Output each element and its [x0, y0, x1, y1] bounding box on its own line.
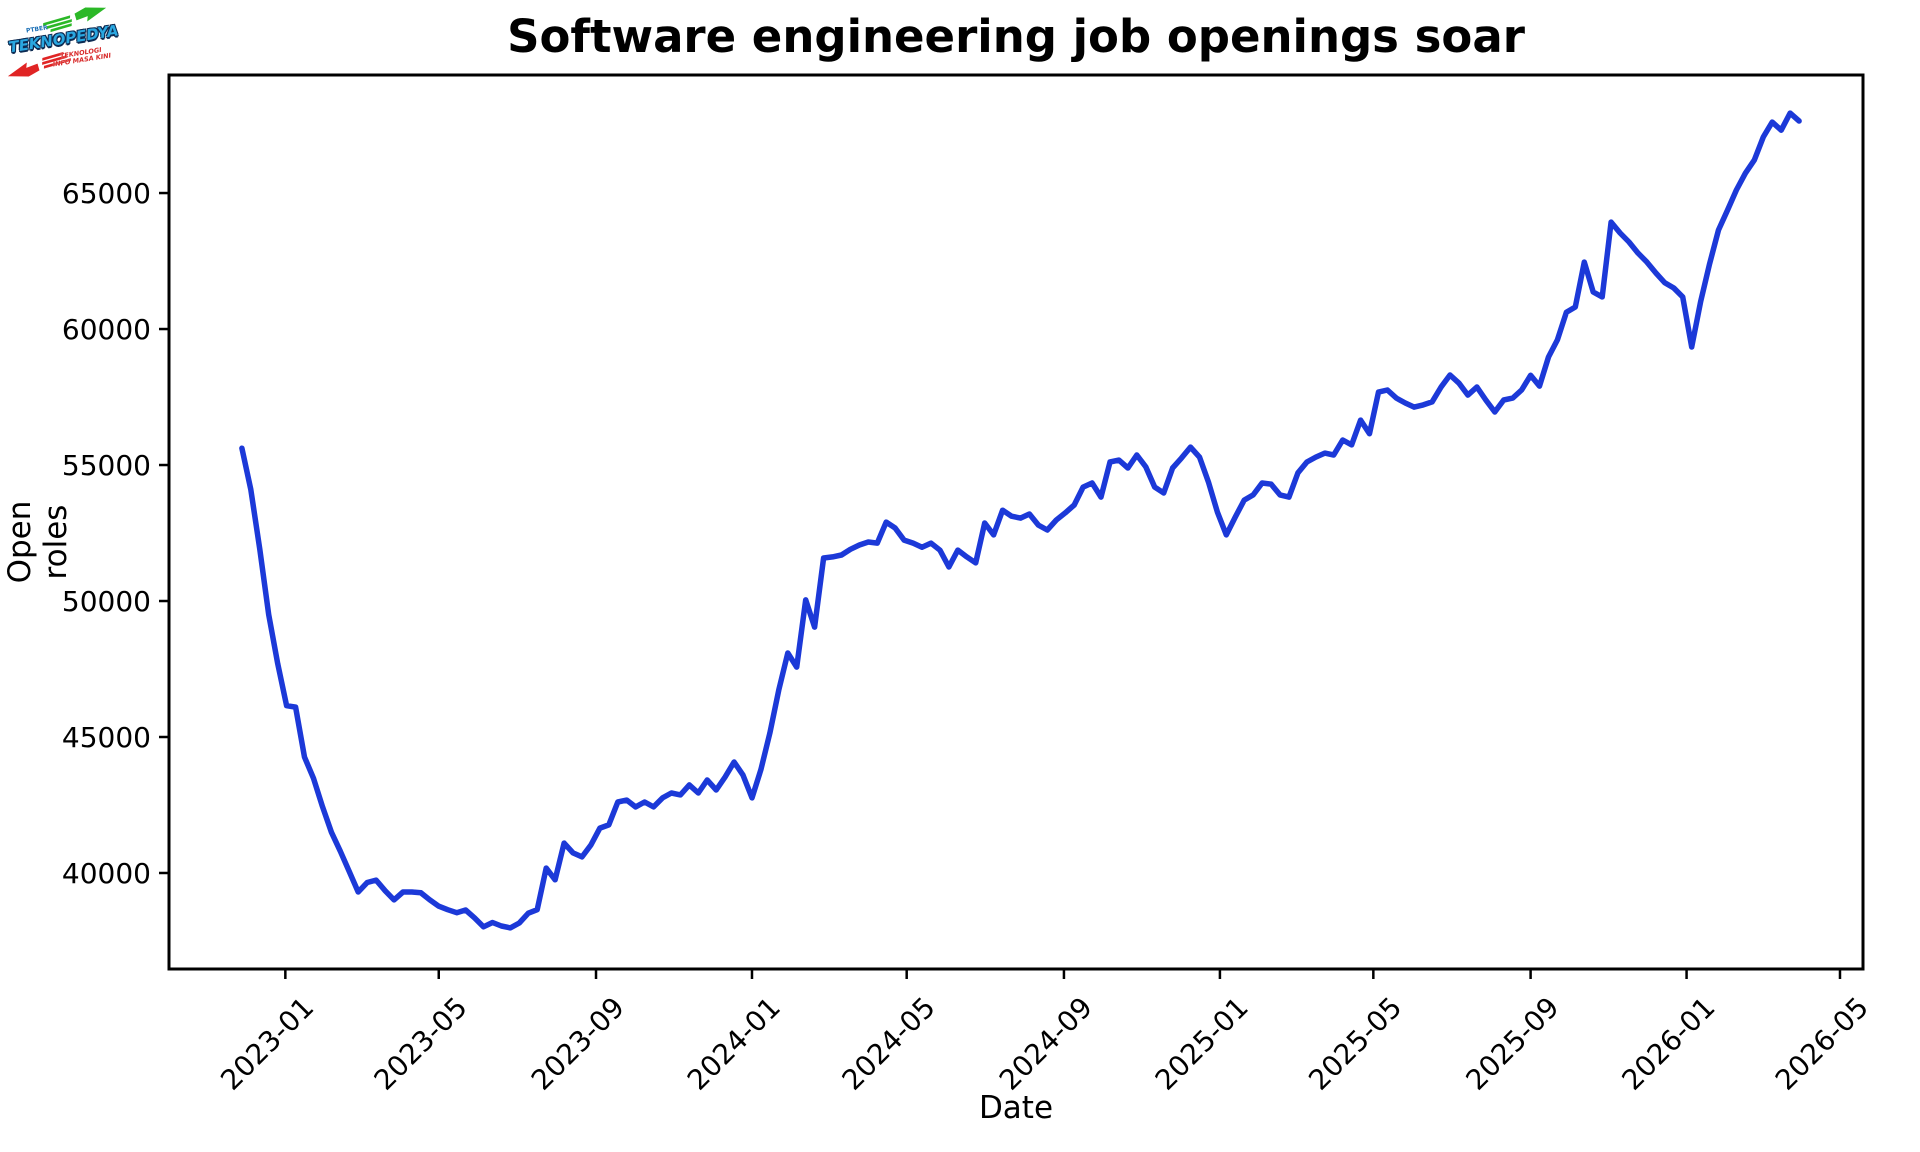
x-tick-label: 2025-05: [1302, 991, 1408, 1097]
x-tick-label: 2025-09: [1459, 991, 1565, 1097]
x-tick-label: 2024-01: [681, 991, 787, 1097]
logo-teknopedya: PTBER TEKNOPEDYA TEKNOLOGI INFO MASA KIN…: [7, 4, 120, 84]
x-tick-label: 2023-01: [214, 991, 320, 1097]
plot-border: [167, 73, 1865, 971]
x-tick-label: 2026-05: [1769, 991, 1875, 1097]
y-tick-label: 60000: [62, 313, 151, 346]
x-tick-label: 2024-05: [836, 991, 942, 1097]
up-arrow-icon: [43, 7, 107, 33]
y-tick-label: 45000: [62, 721, 151, 754]
down-arrow-icon: [7, 51, 71, 77]
y-tick-label: 50000: [62, 585, 151, 618]
y-tick-label: 65000: [62, 177, 151, 210]
x-tick-label: 2024-09: [993, 991, 1099, 1097]
chart-title: Software engineering job openings soar: [507, 10, 1525, 63]
x-tick-label: 2025-01: [1149, 991, 1255, 1097]
x-tick-label: 2026-01: [1615, 991, 1721, 1097]
y-tick-label: 40000: [62, 857, 151, 890]
x-axis-label: Date: [978, 1090, 1054, 1126]
data-line-open-roles: [239, 110, 1802, 931]
x-tick-label: 2023-05: [368, 991, 474, 1097]
y-tick-label: 55000: [62, 449, 151, 482]
x-tick-label: 2023-09: [525, 991, 631, 1097]
